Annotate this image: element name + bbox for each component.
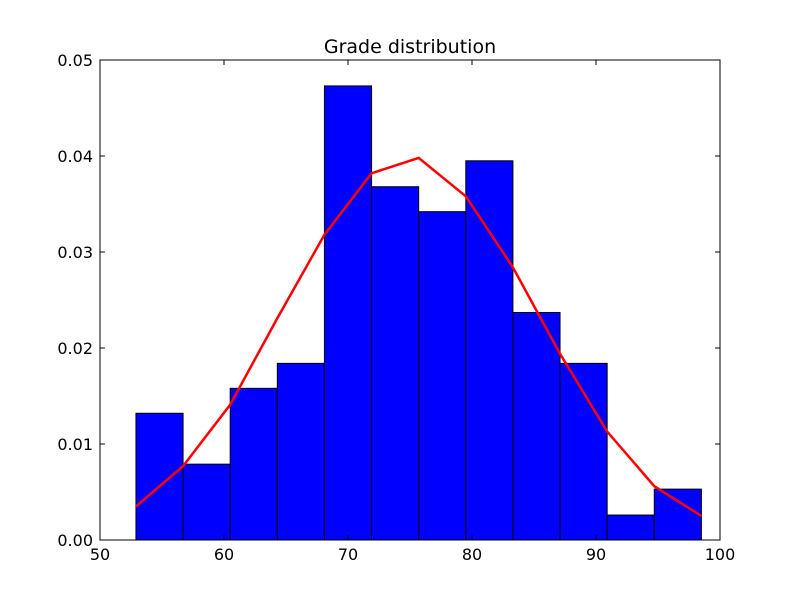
histogram-bar [606,514,655,541]
chart-title: Grade distribution [324,36,496,58]
x-tick-label: 60 [214,545,234,564]
axes-frame [99,59,721,541]
histogram-bar [135,412,184,541]
y-tick-label: 0.02 [57,339,93,358]
x-tick-label: 80 [462,545,482,564]
histogram-bar [465,160,514,541]
x-tick-label: 70 [338,545,358,564]
histogram-bar [229,387,278,541]
y-tick-label: 0.05 [57,51,93,70]
histogram-bar [559,362,608,541]
y-tick-label: 0.03 [57,243,93,262]
histogram-bar [653,488,702,541]
x-tick-label: 100 [705,545,736,564]
x-tick-label: 90 [586,545,606,564]
histogram-bar [512,311,561,541]
y-tick-label: 0.00 [57,531,93,550]
histogram-bar [276,362,325,541]
y-tick-label: 0.01 [57,435,93,454]
x-tick-label: 50 [90,545,110,564]
y-tick-label: 0.04 [57,147,93,166]
density-line [135,156,703,518]
histogram-bar [323,85,373,541]
plot-area: 50 60 70 80 90 100 0.00 0.01 0.02 0.03 0.04 0.05 [57,51,735,564]
histogram-bar [371,186,420,541]
histogram-bar [182,463,231,541]
histogram-bar [418,211,467,541]
